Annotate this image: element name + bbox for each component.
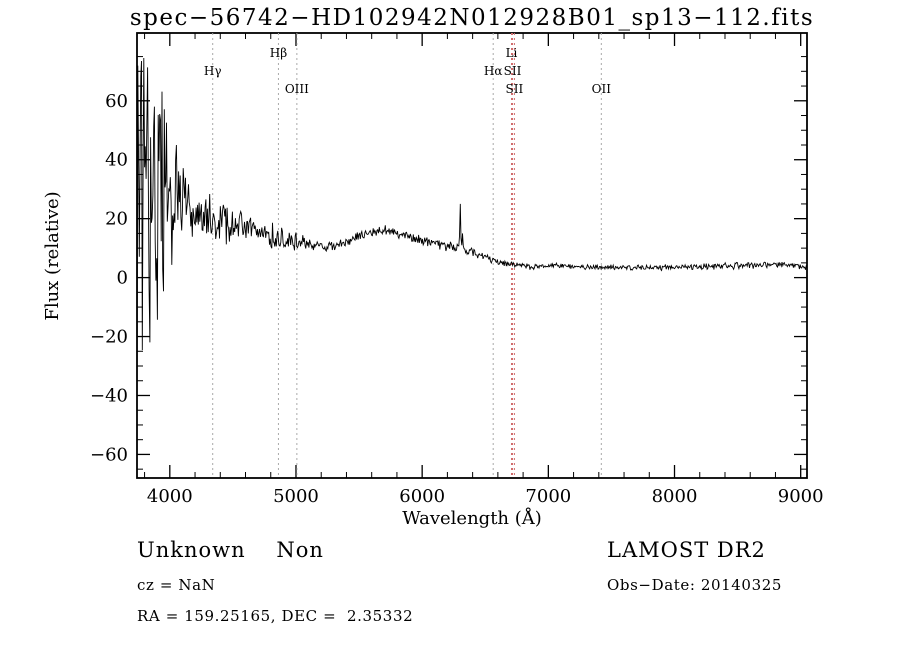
spectrum-chart: spec−56742−HD102942N012928B01_sp13−112.f… bbox=[42, 5, 824, 529]
x-tick-label: 4000 bbox=[147, 486, 193, 507]
y-axis-label: Flux (relative) bbox=[42, 191, 63, 320]
spectral-line-label: SII bbox=[506, 82, 524, 96]
spectral-line-label: SII bbox=[504, 64, 522, 78]
plot-frame bbox=[136, 32, 808, 479]
x-tick-label: 7000 bbox=[525, 486, 571, 507]
spectrum-trace bbox=[137, 57, 807, 405]
classification-text: Unknown Non bbox=[137, 538, 324, 562]
spectral-lines bbox=[212, 33, 602, 478]
y-tick-label: 40 bbox=[105, 150, 128, 171]
plot-border bbox=[136, 32, 808, 479]
radec-text: RA = 159.25165, DEC = 2.35332 bbox=[137, 607, 414, 625]
spectral-line-label: Hα bbox=[484, 64, 503, 78]
spectral-line-label: Hβ bbox=[270, 46, 287, 60]
y-tick-label: −40 bbox=[90, 385, 128, 406]
y-tick-label: −20 bbox=[90, 327, 128, 348]
spectral-line-label: OII bbox=[592, 82, 612, 96]
y-tick-label: 20 bbox=[105, 209, 128, 230]
axis-tick-labels: 4000 5000 6000 7000 8000 9000 −60 −40 −20 0 20 40 60 bbox=[90, 91, 824, 507]
x-axis-label: Wavelength (Å) bbox=[402, 507, 542, 529]
spectral-line-label: Li bbox=[506, 46, 518, 60]
obsdate-text: Obs−Date: 20140325 bbox=[607, 576, 783, 594]
survey-text: LAMOST DR2 bbox=[607, 538, 766, 562]
spectral-line-label: Hγ bbox=[204, 64, 222, 78]
x-tick-label: 9000 bbox=[778, 486, 824, 507]
y-tick-label: 60 bbox=[105, 91, 128, 112]
x-tick-label: 8000 bbox=[652, 486, 698, 507]
x-tick-label: 5000 bbox=[273, 486, 319, 507]
cz-text: cz = NaN bbox=[137, 576, 216, 594]
y-tick-label: −60 bbox=[90, 444, 128, 465]
x-tick-label: 6000 bbox=[399, 486, 445, 507]
spectrum-line-path bbox=[137, 57, 807, 405]
spectral-line-label: OIII bbox=[285, 82, 309, 96]
axis-ticks bbox=[137, 33, 807, 478]
y-tick-label: 0 bbox=[117, 268, 128, 289]
chart-title: spec−56742−HD102942N012928B01_sp13−112.f… bbox=[130, 5, 814, 31]
